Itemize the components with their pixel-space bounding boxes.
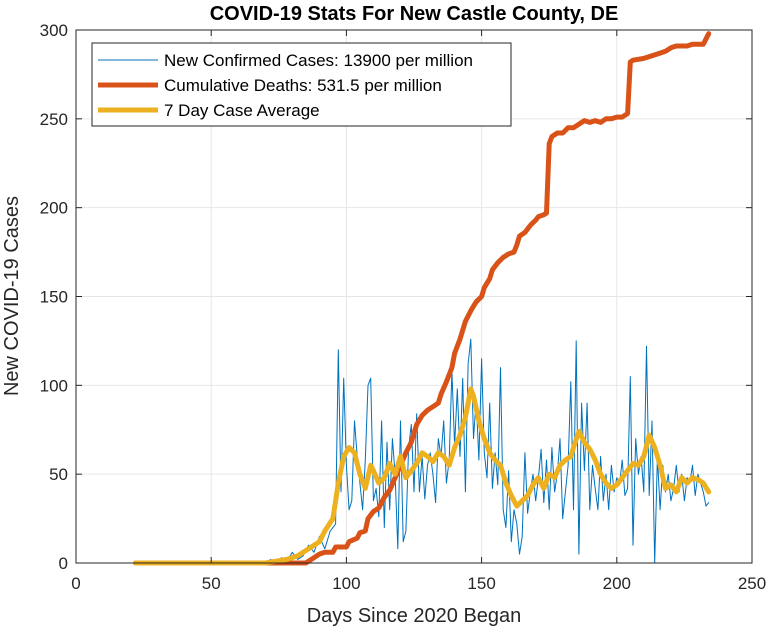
y-tick-label: 150 — [40, 288, 68, 307]
x-tick-label: 250 — [738, 574, 766, 593]
cumulative-deaths-line — [133, 31, 712, 566]
legend: New Confirmed Cases: 13900 per million C… — [91, 42, 512, 127]
legend-label-7day-average: 7 Day Case Average — [164, 101, 320, 120]
y-tick-label: 250 — [40, 110, 68, 129]
y-tick-label: 50 — [49, 465, 68, 484]
x-axis-title: Days Since 2020 Began — [307, 605, 522, 627]
x-tick-label: 200 — [603, 574, 631, 593]
y-tick-label: 100 — [40, 376, 68, 395]
y-axis-title: New COVID-19 Cases — [1, 196, 23, 396]
chart-title: COVID-19 Stats For New Castle County, DE — [210, 3, 619, 25]
series-layer — [133, 31, 712, 566]
x-tick-label: 50 — [202, 574, 221, 593]
legend-label-new-cases: New Confirmed Cases: 13900 per million — [164, 51, 473, 70]
ticks: 0 50 100 150 200 250 0 50 100 150 200 250 300 — [40, 21, 767, 593]
x-tick-label: 0 — [71, 574, 80, 593]
y-tick-label: 300 — [40, 21, 68, 40]
x-tick-label: 150 — [467, 574, 495, 593]
y-tick-label: 200 — [40, 199, 68, 218]
seven-day-average-line — [133, 386, 712, 566]
legend-label-deaths: Cumulative Deaths: 531.5 per million — [164, 76, 442, 95]
legend-box — [91, 42, 512, 127]
x-tick-label: 100 — [332, 574, 360, 593]
y-tick-label: 0 — [59, 554, 68, 573]
